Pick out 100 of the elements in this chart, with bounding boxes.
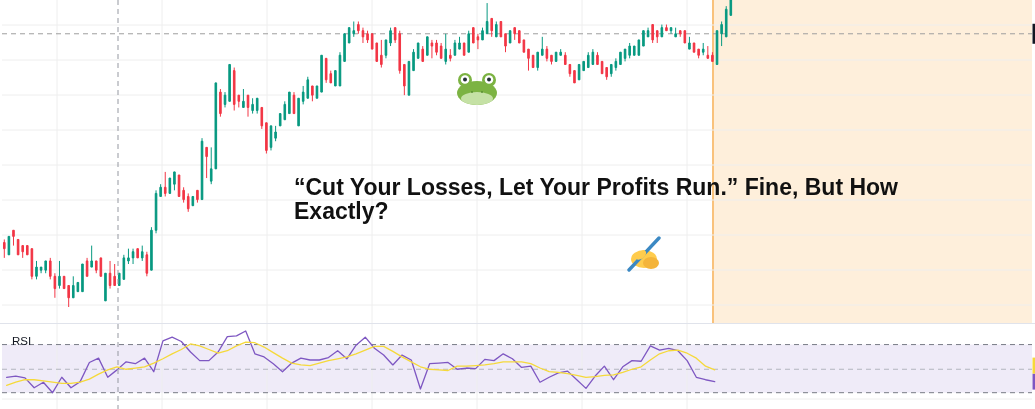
candlestick <box>412 48 415 72</box>
candlestick <box>439 42 443 59</box>
candlestick <box>265 122 268 154</box>
candlestick <box>513 27 516 41</box>
candlestick <box>416 42 420 59</box>
candlestick <box>30 248 34 280</box>
candlestick <box>7 235 11 256</box>
candlestick <box>674 27 677 38</box>
candlestick <box>619 51 622 65</box>
candlestick <box>435 39 438 56</box>
candlestick <box>407 60 411 96</box>
candlestick <box>655 30 659 44</box>
candlestick <box>182 186 185 204</box>
candlestick <box>711 51 714 62</box>
candlestick <box>573 70 576 84</box>
candlestick <box>536 51 539 72</box>
candlestick <box>251 97 254 115</box>
candlestick <box>260 106 264 130</box>
candlestick <box>196 189 199 204</box>
candlestick <box>697 48 700 59</box>
candlestick <box>297 97 300 127</box>
candlestick <box>361 27 365 44</box>
candlestick <box>683 30 687 44</box>
candlestick <box>274 125 277 142</box>
candlestick <box>3 238 6 259</box>
candlestick <box>495 20 498 38</box>
candlestick <box>324 57 328 84</box>
candlestick <box>205 146 208 179</box>
candlestick <box>81 263 84 293</box>
candlestick <box>85 257 89 277</box>
candlestick <box>163 171 167 197</box>
candlestick <box>173 171 176 191</box>
candlestick <box>357 20 360 35</box>
candlestick <box>554 51 558 62</box>
candlestick <box>462 42 466 56</box>
candlestick <box>706 45 710 59</box>
candlestick <box>140 245 144 262</box>
candlestick <box>255 97 259 115</box>
candlestick <box>430 39 434 59</box>
candlestick <box>104 272 107 302</box>
candlestick <box>232 67 236 112</box>
candlestick <box>504 33 507 53</box>
candlestick <box>246 94 250 118</box>
candlestick <box>545 45 549 62</box>
candlestick <box>596 51 599 65</box>
candlestick <box>586 51 590 69</box>
candlestick <box>186 192 190 213</box>
candlestick <box>90 245 93 268</box>
candlestick <box>550 54 553 65</box>
candlestick <box>453 39 457 56</box>
candlestick <box>94 260 98 274</box>
candlestick <box>288 91 291 115</box>
candlestick <box>467 30 471 53</box>
chart-title: RSI <box>12 335 32 347</box>
candlestick <box>343 33 346 62</box>
candlestick <box>58 260 61 290</box>
candlestick <box>44 260 47 274</box>
candlestick <box>651 24 654 44</box>
candlestick <box>71 275 75 299</box>
candlestick <box>481 27 484 41</box>
candlestick <box>242 88 245 108</box>
candlestick <box>403 63 406 96</box>
candlestick <box>228 63 231 102</box>
candlestick <box>136 248 139 259</box>
candlestick <box>531 54 535 69</box>
candlestick <box>577 63 581 81</box>
candlestick <box>485 2 489 35</box>
candlestick <box>660 24 664 38</box>
candlestick <box>380 39 383 69</box>
candlestick <box>334 70 337 87</box>
candlestick <box>389 27 392 47</box>
candlestick <box>145 251 149 277</box>
candlestick <box>108 260 112 290</box>
candlestick <box>527 48 530 72</box>
candlestick <box>219 88 222 118</box>
candlestick <box>637 39 641 56</box>
candlestick <box>223 91 227 108</box>
candlestick <box>508 30 512 44</box>
candlestick <box>669 27 673 35</box>
candlestick <box>665 24 668 32</box>
candlestick <box>320 54 323 93</box>
candlestick <box>426 36 429 56</box>
candlestick <box>159 183 162 197</box>
candlestick <box>168 177 172 194</box>
candlestick <box>12 229 15 247</box>
candlestick <box>449 48 452 62</box>
candlestick <box>16 238 20 256</box>
candlestick <box>191 195 195 207</box>
candlestick <box>113 263 116 287</box>
candlestick <box>131 248 135 265</box>
candlestick <box>591 48 595 65</box>
candlestick <box>642 30 645 47</box>
candlestick <box>628 42 631 59</box>
candlestick <box>688 36 691 50</box>
candlestick <box>458 36 461 50</box>
candlestick <box>366 30 369 44</box>
candlestick <box>398 30 402 75</box>
candlestick <box>499 20 503 38</box>
candlestick <box>540 36 544 56</box>
candlestick <box>421 45 425 62</box>
